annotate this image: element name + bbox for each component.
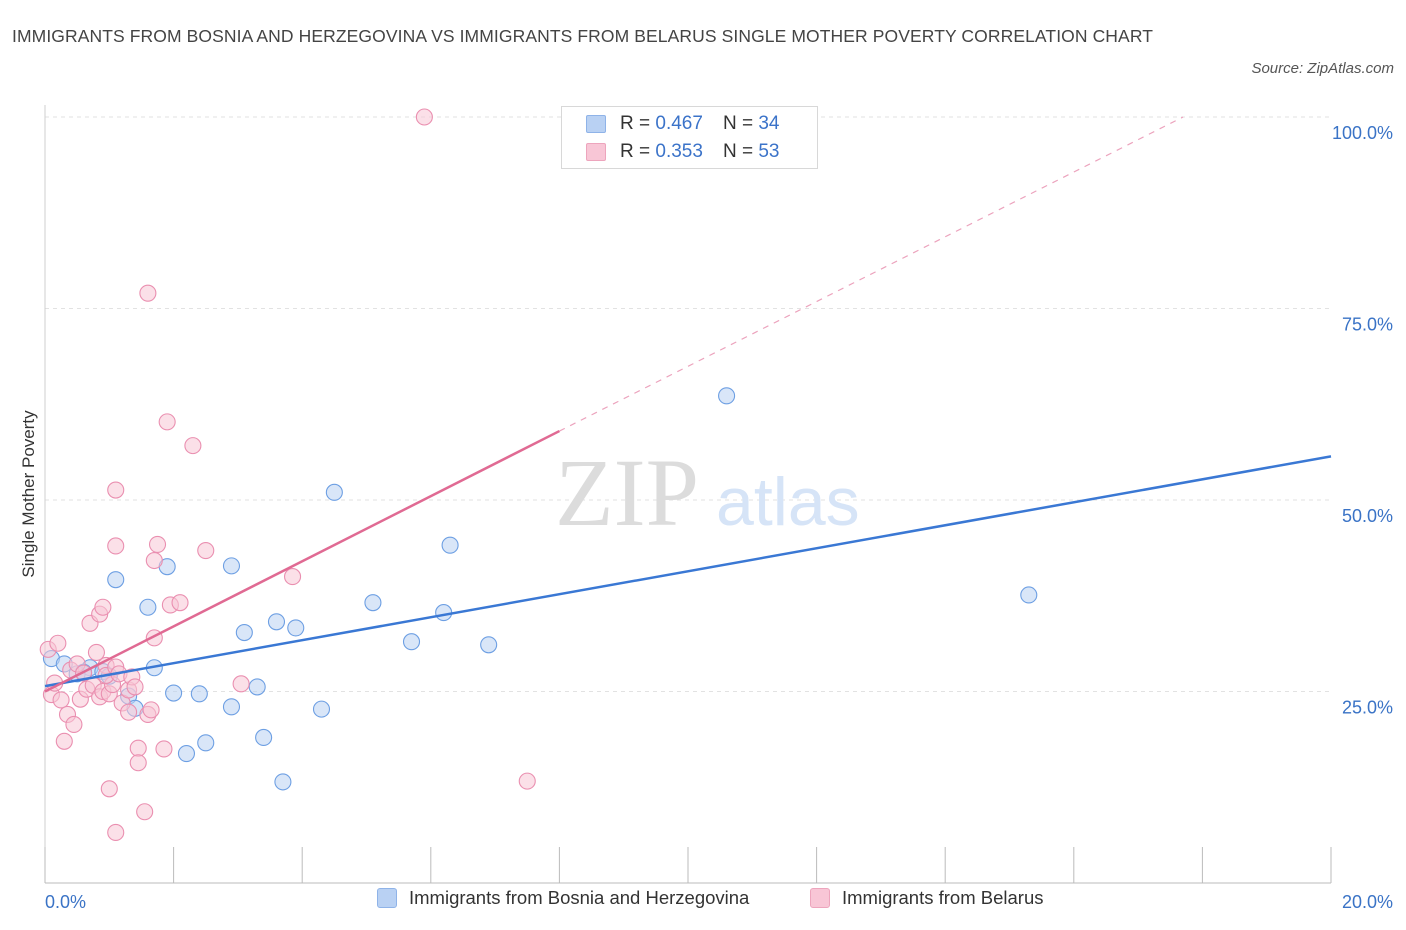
point-bosnia [165, 684, 183, 702]
series-swatch-pink [810, 888, 830, 908]
point-belarus [518, 772, 536, 790]
point-belarus [126, 678, 144, 696]
point-bosnia [107, 571, 125, 589]
y-tick-label: 25.0% [1342, 698, 1393, 718]
axes [44, 105, 1332, 884]
point-belarus [65, 715, 83, 733]
legend-swatch-pink [586, 143, 606, 161]
point-bosnia [190, 685, 208, 703]
stats-legend: R = 0.467 N = 34 R = 0.353 N = 53 [561, 106, 818, 169]
watermark: ZIP atlas [555, 439, 860, 546]
y-tick-label: 100.0% [1332, 123, 1393, 143]
point-bosnia [222, 698, 241, 716]
point-belarus [100, 780, 118, 798]
legend-row-bosnia: R = 0.467 N = 34 [586, 111, 779, 137]
point-belarus [158, 413, 176, 431]
point-belarus [142, 701, 160, 719]
point-bosnia [718, 387, 736, 405]
legend-n-label: N = [722, 141, 754, 162]
legend-r-label: R = [620, 113, 651, 134]
tick-labels: 100.0% 75.0% 50.0% 25.0% 0.0% 20.0% [45, 123, 1393, 912]
point-bosnia [364, 594, 382, 612]
point-bosnia [197, 734, 215, 752]
point-bosnia [1020, 586, 1038, 604]
point-bosnia [235, 623, 253, 642]
series-legend: Immigrants from Bosnia and Herzegovina I… [0, 887, 1406, 917]
point-bosnia [435, 604, 453, 622]
series-swatch-blue [377, 888, 397, 908]
series-legend-label: Immigrants from Bosnia and Herzegovina [409, 887, 750, 908]
legend-n-value: 53 [758, 141, 780, 162]
point-belarus [120, 703, 138, 721]
point-bosnia [267, 613, 286, 631]
point-bosnia [287, 619, 305, 637]
y-tick-label: 50.0% [1342, 506, 1393, 526]
trend-lines [44, 116, 1332, 693]
data-points [39, 108, 1038, 841]
point-belarus [87, 643, 105, 661]
point-belarus [145, 551, 163, 570]
point-belarus [415, 108, 433, 126]
point-bosnia [177, 744, 196, 763]
point-belarus [197, 542, 215, 560]
legend-r-value: 0.353 [655, 141, 703, 162]
point-belarus [129, 739, 147, 757]
point-belarus [55, 732, 73, 750]
point-belarus [171, 594, 189, 612]
series-legend-label: Immigrants from Belarus [842, 887, 1044, 908]
point-belarus [232, 675, 250, 693]
point-belarus [136, 803, 154, 821]
legend-swatch-blue [586, 115, 606, 133]
x-tick-label: 20.0% [1342, 892, 1393, 912]
watermark-atlas: atlas [716, 464, 860, 540]
point-bosnia [255, 728, 273, 747]
point-belarus [107, 823, 125, 841]
legend-row-belarus: R = 0.353 N = 53 [586, 139, 779, 165]
trend-line-belarus [44, 429, 560, 693]
point-bosnia [480, 636, 498, 654]
trend-line-belarus-extension [559, 116, 1184, 432]
point-bosnia [441, 536, 459, 554]
point-bosnia [248, 678, 266, 696]
point-belarus [49, 634, 67, 652]
series-legend-item-bosnia: Immigrants from Bosnia and Herzegovina [377, 887, 749, 909]
point-belarus [139, 284, 157, 302]
y-tick-label: 75.0% [1342, 315, 1393, 335]
point-belarus [107, 537, 125, 555]
point-bosnia [402, 633, 421, 651]
point-belarus [184, 437, 202, 455]
x-tick-label: 0.0% [45, 892, 86, 912]
point-bosnia [312, 700, 331, 718]
point-belarus [129, 754, 147, 772]
point-belarus [284, 568, 302, 586]
trend-line-bosnia [44, 455, 1332, 688]
gridlines [45, 116, 1331, 692]
legend-r-label: R = [620, 141, 651, 162]
point-belarus [155, 740, 173, 758]
point-bosnia [139, 598, 157, 616]
watermark-zip: ZIP [555, 439, 699, 546]
legend-n-label: N = [722, 113, 754, 134]
point-belarus [107, 481, 125, 499]
chart-source: Source: ZipAtlas.com [1251, 60, 1394, 77]
point-bosnia [274, 773, 292, 791]
legend-r-value: 0.467 [655, 113, 703, 134]
series-legend-item-belarus: Immigrants from Belarus [810, 887, 1044, 909]
point-bosnia [325, 483, 343, 501]
point-bosnia [222, 557, 241, 575]
chart-title: IMMIGRANTS FROM BOSNIA AND HERZEGOVINA V… [12, 26, 1154, 46]
point-belarus [52, 691, 70, 709]
point-belarus [94, 598, 112, 616]
point-belarus [148, 535, 167, 553]
legend-n-value: 34 [758, 113, 780, 134]
